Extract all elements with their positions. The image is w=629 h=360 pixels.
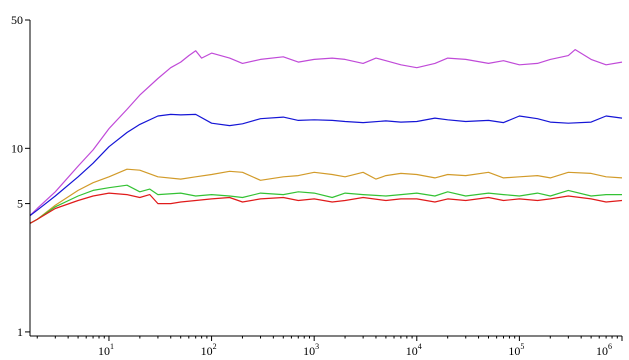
- x-tick-label: 103: [303, 342, 319, 358]
- x-tick-exponent: 2: [213, 342, 217, 351]
- x-tick-label: 105: [508, 342, 524, 358]
- x-tick-exponent: 3: [315, 342, 319, 351]
- x-tick-label: 102: [201, 342, 217, 358]
- series-line-4: [29, 184, 622, 224]
- x-tick-exponent: 5: [520, 342, 524, 351]
- series-line-2: [29, 113, 623, 217]
- x-tick-base: 10: [406, 344, 418, 358]
- y-tick-label: 50: [11, 13, 23, 27]
- y-tick-label: 5: [17, 197, 23, 211]
- series-line-5: [29, 192, 623, 224]
- x-tick-label: 104: [406, 342, 422, 358]
- axes: [29, 20, 622, 337]
- x-tick-exponent: 4: [418, 342, 422, 351]
- x-tick-exponent: 6: [608, 342, 612, 351]
- y-tick-label: 1: [17, 325, 23, 339]
- x-tick-base: 10: [596, 344, 608, 358]
- x-tick-base: 10: [303, 344, 315, 358]
- x-tick-base: 10: [508, 344, 520, 358]
- x-tick-label: 106: [596, 342, 612, 358]
- x-tick-label: 101: [98, 342, 114, 358]
- x-tick-base: 10: [201, 344, 213, 358]
- series-line-3: [29, 168, 623, 224]
- x-tick-exponent: 1: [110, 342, 114, 351]
- series-line-1: [29, 48, 623, 217]
- series-layer: [29, 48, 623, 224]
- x-tick-base: 10: [98, 344, 110, 358]
- y-tick-label: 10: [11, 141, 23, 155]
